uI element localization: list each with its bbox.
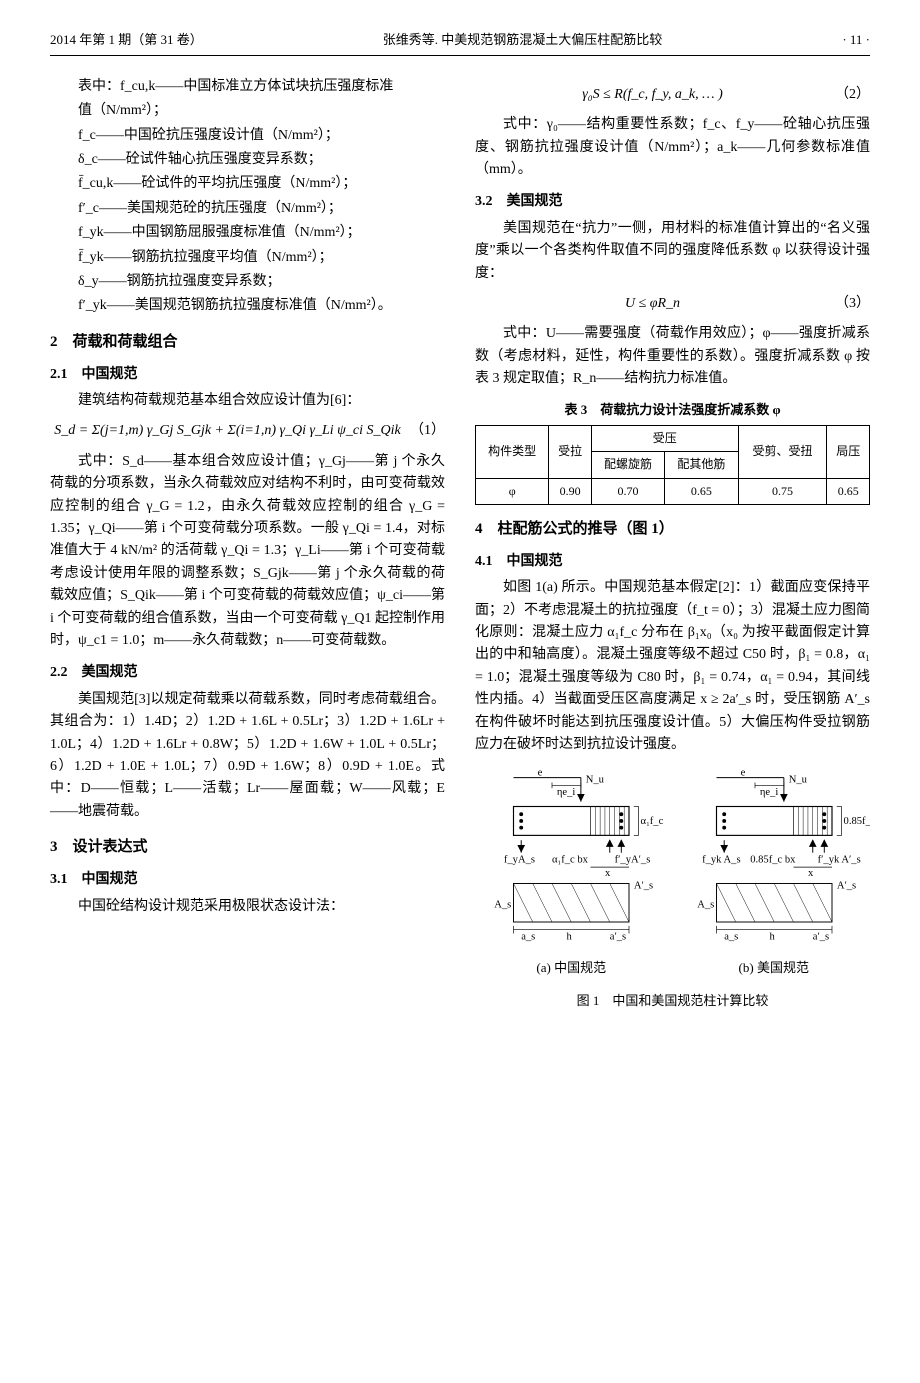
section-2-2-title: 2.2 美国规范 xyxy=(50,662,445,684)
fig1a-caption: (a) 中国规范 xyxy=(475,958,668,979)
eq1-body: S_d = Σ(j=1,m) γ_Gj S_Gjk + Σ(i=1,n) γ_Q… xyxy=(50,420,405,442)
eq1-number: （1） xyxy=(405,420,445,442)
section-2-title: 2 荷载和荷载组合 xyxy=(50,330,445,354)
td-phi-1: 0.70 xyxy=(591,478,664,504)
label-as-b: a_s xyxy=(724,932,738,942)
s2-1-p2: 式中：S_d——基本组合效应设计值；γ_Gj——第 j 个永久荷载的分项系数，当… xyxy=(50,451,445,653)
def-item: f̄_cu,k——砼试件的平均抗压强度（N/mm²）； xyxy=(78,173,445,195)
th-member-type: 构件类型 xyxy=(476,426,549,478)
s3-1-p1: 中国砼结构设计规范采用极限状态设计法： xyxy=(50,896,445,918)
equation-3: U ≤ φR_n （3） xyxy=(475,293,870,315)
label-x: x xyxy=(605,868,611,879)
definitions-list: 值（N/mm²）； f_c——中国砼抗压强度设计值（N/mm²）； δ_c——砼… xyxy=(78,100,445,318)
label-as-prime-b: a′_s xyxy=(812,932,828,942)
label-e: e xyxy=(538,768,543,779)
right-column: γ₀S ≤ R(f_c, f_y, a_k, … ) （2） 式中：γ₀——结构… xyxy=(475,76,870,1012)
td-phi-3: 0.75 xyxy=(738,478,827,504)
label-as-prime: a′_s xyxy=(610,932,626,942)
label-as: a_s xyxy=(521,932,535,942)
label-eta-ei: ηe_i xyxy=(557,787,576,798)
label-h-b: h xyxy=(769,932,775,942)
equation-1: S_d = Σ(j=1,m) γ_Gj S_Gjk + Σ(i=1,n) γ_Q… xyxy=(50,420,445,442)
def-item: f′_yk——美国规范钢筋抗拉强度标准值（N/mm²）。 xyxy=(78,295,445,317)
eq3-desc: 式中：U——需要强度（荷载作用效应）；φ——强度折减系数（考虑材料，延性，构件重… xyxy=(475,323,870,390)
figure-1-caption: 图 1 中国和美国规范柱计算比较 xyxy=(475,991,870,1012)
def-item: f_yk——中国钢筋屈服强度标准值（N/mm²）； xyxy=(78,222,445,244)
label-085fc: 0.85f_c xyxy=(843,816,870,827)
s2-1-p1: 建筑结构荷载规范基本组合效应设计值为[6]： xyxy=(50,390,445,412)
header-left: 2014 年第 1 期（第 31 卷） xyxy=(50,30,203,51)
label-e-b: e xyxy=(740,768,745,779)
def-item: f′_c——美国规范砼的抗压强度（N/mm²）； xyxy=(78,198,445,220)
th-compression: 受压 xyxy=(591,426,738,452)
label-h: h xyxy=(566,932,572,942)
td-phi-4: 0.65 xyxy=(827,478,870,504)
label-Nu: N_u xyxy=(586,775,605,786)
label-fyAs-prime: f′_yA′_s xyxy=(615,855,651,866)
label-As-prime-b: A′_s xyxy=(836,881,855,892)
section-4-1-title: 4.1 中国规范 xyxy=(475,551,870,573)
td-phi-label: φ xyxy=(476,478,549,504)
td-phi-0: 0.90 xyxy=(549,478,591,504)
left-column: 表中：f_cu,k——中国标准立方体试块抗压强度标准 值（N/mm²）； f_c… xyxy=(50,76,445,1012)
def-item: f_c——中国砼抗压强度设计值（N/mm²）； xyxy=(78,125,445,147)
s2-2-p1: 美国规范[3]以规定荷载乘以荷载系数，同时考虑荷载组合。其组合为：1）1.4D；… xyxy=(50,689,445,823)
label-x-b: x xyxy=(807,868,813,879)
th-spiral: 配螺旋筋 xyxy=(591,452,664,478)
label-eta-ei-b: ηe_i xyxy=(759,787,778,798)
s4-1-p1: 如图 1(a) 所示。中国规范基本假定[2]：1）截面应变保持平面；2）不考虑混… xyxy=(475,577,870,756)
fig1b-caption: (b) 美国规范 xyxy=(678,958,871,979)
section-4-title: 4 柱配筋公式的推导（图 1） xyxy=(475,517,870,541)
page-header: 2014 年第 1 期（第 31 卷） 张维秀等. 中美规范钢筋混凝土大偏压柱配… xyxy=(50,30,870,56)
eq2-desc: 式中：γ₀——结构重要性系数；f_c、f_y——砼轴心抗压强度、钢筋抗拉强度设计… xyxy=(475,114,870,181)
figure-1b: N_u e ηe_i xyxy=(678,768,871,978)
eq2-body: γ₀S ≤ R(f_c, f_y, a_k, … ) xyxy=(475,84,830,106)
label-fyAs: f_yA_s xyxy=(504,855,535,866)
section-2-1-title: 2.1 中国规范 xyxy=(50,364,445,386)
eq3-body: U ≤ φR_n xyxy=(475,293,830,315)
def-item: f̄_yk——钢筋抗拉强度平均值（N/mm²）； xyxy=(78,247,445,269)
th-shear-torsion: 受剪、受扭 xyxy=(738,426,827,478)
label-fykAs-prime: f′_yk A′_s xyxy=(817,855,860,866)
label-As-b: A_s xyxy=(697,900,714,911)
label-As: A_s xyxy=(494,900,511,911)
label-alpha-fc: α₁f_c xyxy=(641,816,664,827)
section-3-2-title: 3.2 美国规范 xyxy=(475,191,870,213)
td-phi-2: 0.65 xyxy=(665,478,738,504)
s3-2-p1: 美国规范在“抗力”一侧，用材料的标准值计算出的“名义强度”乘以一个各类构件取值不… xyxy=(475,218,870,285)
def-item: δ_c——砼试件轴心抗压强度变异系数； xyxy=(78,149,445,171)
header-center: 张维秀等. 中美规范钢筋混凝土大偏压柱配筋比较 xyxy=(383,30,663,51)
figure-1a: N_u e ηe_i xyxy=(475,768,668,978)
section-3-title: 3 设计表达式 xyxy=(50,835,445,859)
th-tension: 受拉 xyxy=(549,426,591,478)
table3-caption: 表 3 荷载抗力设计法强度折减系数 φ xyxy=(475,400,870,421)
table-3: 构件类型 受拉 受压 受剪、受扭 局压 配螺旋筋 配其他筋 φ 0.90 0.7… xyxy=(475,425,870,505)
th-other: 配其他筋 xyxy=(665,452,738,478)
figure-1: N_u e ηe_i xyxy=(475,768,870,1011)
label-alpha-fcbx: α₁f_c bx xyxy=(552,855,589,866)
equation-2: γ₀S ≤ R(f_c, f_y, a_k, … ) （2） xyxy=(475,84,870,106)
label-fykAs: f_yk A_s xyxy=(702,855,741,866)
th-bearing: 局压 xyxy=(827,426,870,478)
eq2-number: （2） xyxy=(830,84,870,106)
header-right: · 11 · xyxy=(842,30,870,51)
def-item: 值（N/mm²）； xyxy=(78,100,445,122)
def-item: δ_y——钢筋抗拉强度变异系数； xyxy=(78,271,445,293)
label-085fcbx: 0.85f_c bx xyxy=(750,855,796,866)
eq3-number: （3） xyxy=(830,293,870,315)
label-Nu-b: N_u xyxy=(788,775,807,786)
section-3-1-title: 3.1 中国规范 xyxy=(50,869,445,891)
definitions-intro: 表中：f_cu,k——中国标准立方体试块抗压强度标准 xyxy=(50,76,445,98)
label-As-prime: A′_s xyxy=(634,881,653,892)
